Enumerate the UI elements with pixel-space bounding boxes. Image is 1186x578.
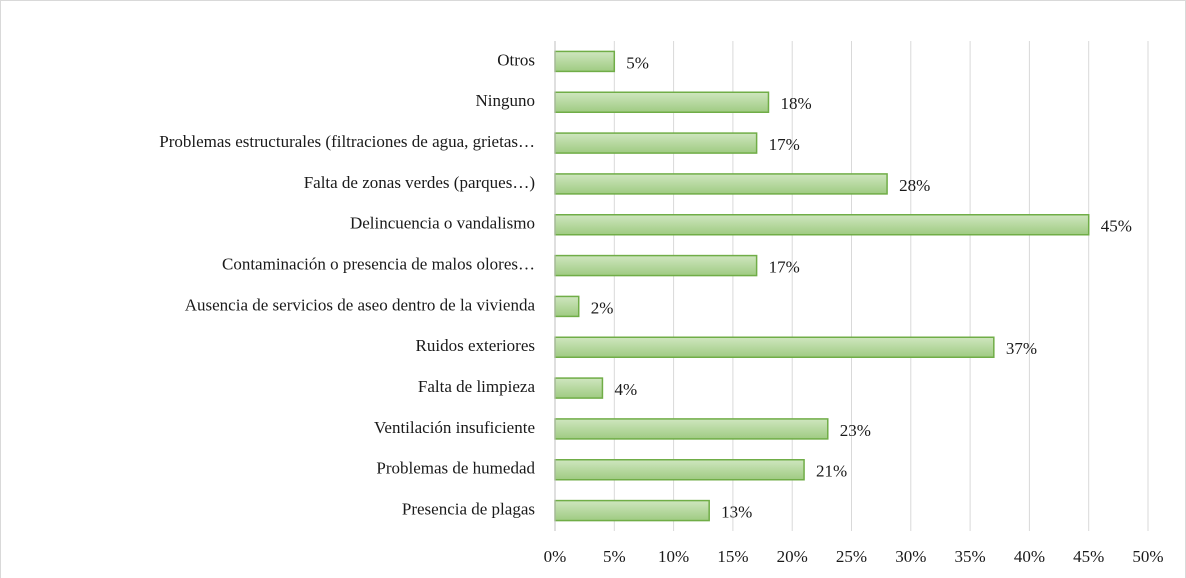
- y-tick-label: Presencia de plagas: [402, 499, 535, 518]
- y-tick-label: Ninguno: [476, 91, 536, 110]
- y-tick-label: Contaminación o presencia de malos olore…: [222, 254, 535, 273]
- x-tick-label: 25%: [836, 547, 867, 566]
- data-label: 18%: [780, 94, 811, 113]
- y-tick-label: Otros: [497, 50, 535, 69]
- bar: [554, 91, 770, 113]
- data-label: 45%: [1101, 217, 1132, 236]
- bar: [554, 418, 829, 440]
- y-tick-label: Delincuencia o vandalismo: [350, 214, 535, 233]
- y-tick-label: Ventilación insuficiente: [374, 418, 535, 437]
- x-tick-label: 45%: [1073, 547, 1104, 566]
- y-tick-label: Falta de zonas verdes (parques…): [304, 173, 535, 192]
- data-label: 17%: [769, 257, 800, 276]
- data-label: 5%: [626, 53, 649, 72]
- y-tick-label: Ruidos exteriores: [416, 336, 535, 355]
- bar: [554, 254, 758, 277]
- data-label: 13%: [721, 502, 752, 521]
- bar: [554, 132, 758, 154]
- x-tick-label: 5%: [603, 547, 626, 566]
- y-tick-label: Problemas de humedad: [376, 459, 535, 478]
- bar: [554, 295, 580, 318]
- bar: [554, 499, 710, 522]
- x-tick-label: 40%: [1014, 547, 1045, 566]
- bar: [554, 173, 888, 195]
- x-tick-label: 10%: [658, 547, 689, 566]
- data-label: 21%: [816, 462, 847, 481]
- x-tick-label: 35%: [955, 547, 986, 566]
- x-tick-label: 0%: [544, 547, 567, 566]
- data-label: 2%: [591, 298, 614, 317]
- x-tick-label: 30%: [895, 547, 926, 566]
- y-tick-label: Problemas estructurales (filtraciones de…: [159, 132, 535, 151]
- data-label: 23%: [840, 421, 871, 440]
- y-tick-label: Ausencia de servicios de aseo dentro de …: [185, 295, 536, 314]
- x-tick-label: 20%: [777, 547, 808, 566]
- data-label: 4%: [614, 380, 637, 399]
- bar: [554, 50, 616, 73]
- y-tick-label: Falta de limpieza: [418, 377, 536, 396]
- data-label: 37%: [1006, 339, 1037, 358]
- bar: [554, 336, 995, 358]
- bar: [554, 214, 1090, 236]
- data-label: 28%: [899, 176, 930, 195]
- bar: [554, 459, 805, 481]
- data-label: 17%: [769, 135, 800, 154]
- x-tick-label: 50%: [1132, 547, 1163, 566]
- bar: [554, 377, 604, 399]
- x-tick-label: 15%: [717, 547, 748, 566]
